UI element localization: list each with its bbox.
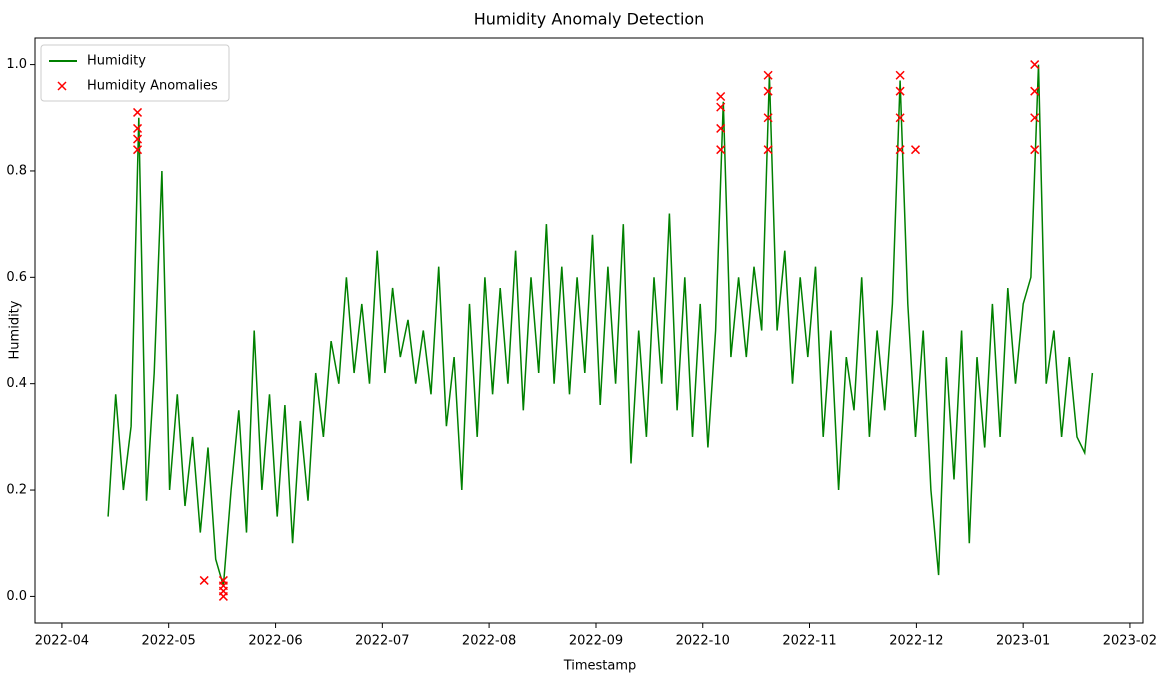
anomaly-marker [199, 575, 209, 585]
x-tick-label: 2023-01 [996, 634, 1050, 649]
anomaly-marker [133, 107, 143, 117]
x-tick-label: 2023-02 [1103, 634, 1157, 649]
anomaly-marker [1030, 145, 1040, 155]
x-tick-label: 2022-07 [355, 634, 409, 649]
chart-title: Humidity Anomaly Detection [474, 10, 705, 29]
anomaly-marker [763, 70, 773, 80]
anomaly-marker [1030, 86, 1040, 96]
y-tick-label: 0.6 [6, 270, 27, 285]
y-tick-label: 0.8 [6, 163, 27, 178]
y-tick-label: 0.0 [6, 589, 27, 604]
anomaly-marker [1030, 113, 1040, 123]
x-tick-label: 2022-04 [35, 634, 89, 649]
anomaly-marker [763, 113, 773, 123]
x-tick-label: 2022-09 [569, 634, 623, 649]
humidity-line [107, 64, 1094, 587]
x-tick-label: 2022-06 [248, 634, 302, 649]
anomaly-marker [716, 102, 726, 112]
x-axis-label: Timestamp [563, 659, 637, 674]
anomaly-marker [895, 86, 905, 96]
anomaly-marker [763, 86, 773, 96]
anomaly-marker [133, 123, 143, 133]
x-tick-label: 2022-10 [676, 634, 730, 649]
anomaly-marker [895, 70, 905, 80]
anomaly-marker [910, 145, 921, 155]
legend-swatch [57, 81, 67, 91]
x-tick-label: 2022-11 [782, 634, 836, 649]
x-tick-label: 2022-08 [462, 634, 516, 649]
y-tick-label: 1.0 [6, 57, 27, 72]
legend-box [40, 44, 230, 102]
plot-frame [34, 37, 1144, 624]
anomaly-marker [716, 145, 726, 155]
anomaly-marker [133, 134, 143, 144]
x-tick-label: 2022-12 [889, 634, 943, 649]
anomaly-marker [716, 123, 726, 133]
anomaly-marker [716, 91, 726, 102]
x-tick-label: 2022-05 [142, 634, 196, 649]
y-tick-label: 0.2 [6, 483, 27, 498]
anomaly-marker [895, 113, 905, 123]
anomaly-marker [133, 145, 143, 155]
legend-label: Humidity [87, 54, 146, 69]
anomaly-marker [763, 145, 773, 155]
legend-label: Humidity Anomalies [87, 79, 218, 94]
anomaly-marker [218, 575, 228, 585]
y-tick-label: 0.4 [6, 376, 27, 391]
anomaly-marker [1030, 60, 1040, 70]
y-axis-label: Humidity [8, 300, 23, 359]
anomaly-marker [895, 145, 905, 155]
